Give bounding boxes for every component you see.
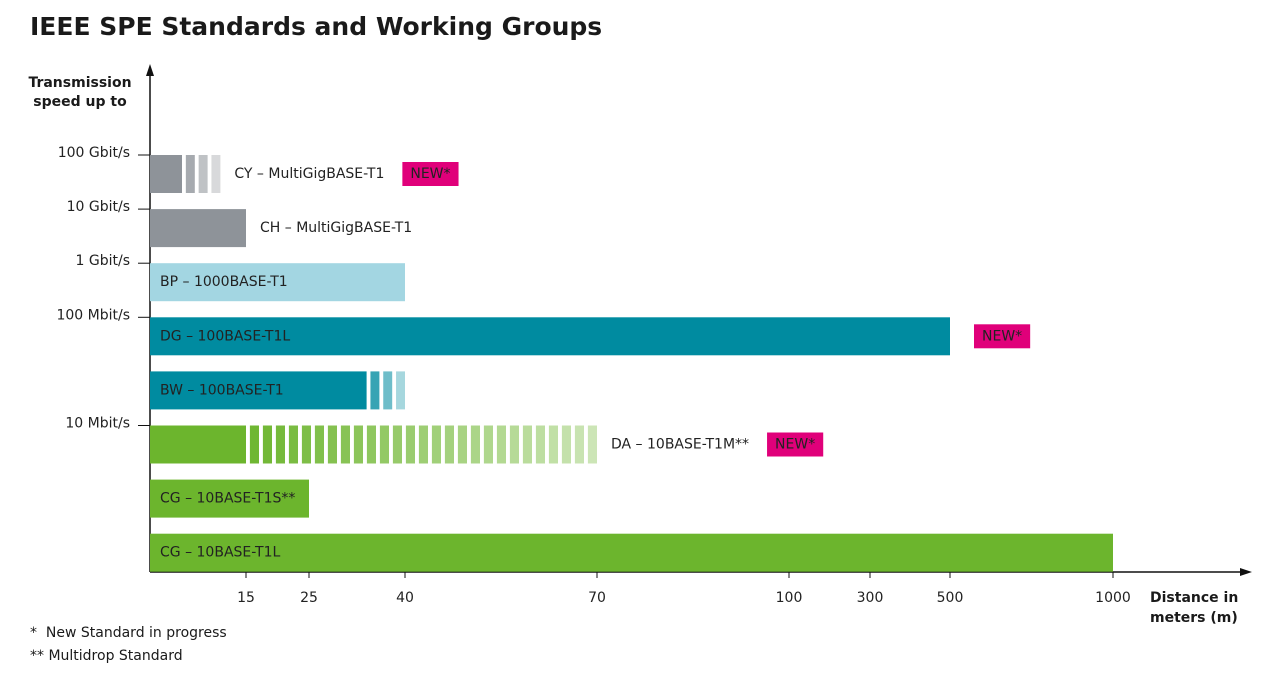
bar <box>150 317 950 356</box>
bar-stripe <box>327 425 337 464</box>
bar-label: BW – 100BASE-T1 <box>160 382 284 398</box>
bar <box>150 533 1113 572</box>
bar-stripe <box>587 425 597 464</box>
bar-stripe <box>353 425 363 464</box>
bar-solid <box>150 371 367 410</box>
y-axis-title: Transmission speed up to <box>28 75 132 110</box>
bar-stripe <box>383 371 393 410</box>
badge-text: NEW* <box>982 328 1022 344</box>
y-arrow <box>146 64 154 76</box>
x-tick-label: 100 <box>776 590 803 606</box>
y-tick-label: 10 Mbit/s <box>65 416 130 432</box>
title: IEEE SPE Standards and Working Groups <box>30 12 603 41</box>
badge-text: NEW* <box>410 166 450 182</box>
bar-planned <box>249 425 597 464</box>
bar-stripe <box>301 425 311 464</box>
bar-solid <box>150 425 246 464</box>
badge <box>402 162 459 186</box>
bar-stripe <box>548 425 558 464</box>
bar-label: BP – 1000BASE-T1 <box>160 274 288 290</box>
footnote: ** Multidrop Standard <box>30 648 183 664</box>
bar-stripe <box>418 425 428 464</box>
badge <box>974 324 1031 349</box>
y-tick-label: 100 Gbit/s <box>58 145 130 161</box>
footnote: * New Standard in progress <box>30 625 227 641</box>
bar-stripe <box>198 155 208 193</box>
bar-planned <box>185 155 221 193</box>
y-tick-label: 1 Gbit/s <box>76 253 130 269</box>
bar-stripe <box>522 425 532 464</box>
x-tick-label: 300 <box>857 590 884 606</box>
x-tick-label: 70 <box>588 590 606 606</box>
bar-label: CH – MultiGigBASE-T1 <box>260 220 412 236</box>
bar-stripe <box>211 155 221 193</box>
bar-planned <box>370 371 405 410</box>
y-tick-label: 10 Gbit/s <box>67 199 130 215</box>
bar-stripe <box>314 425 324 464</box>
x-tick-label: 500 <box>937 590 964 606</box>
x-axis-title: Distance in meters (m) <box>1150 590 1239 626</box>
bar-stripe <box>431 425 441 464</box>
bar-stripe <box>535 425 545 464</box>
badge-text: NEW* <box>775 437 815 453</box>
x-tick-label: 40 <box>396 590 414 606</box>
bar-stripe <box>340 425 350 464</box>
bar-label: DA – 10BASE-T1M** <box>611 437 749 453</box>
bar-stripe <box>444 425 454 464</box>
bar-stripe <box>379 425 389 464</box>
bar-stripe <box>370 371 380 410</box>
bar <box>150 209 246 248</box>
bar-solid <box>150 155 182 193</box>
x-tick-label: 25 <box>300 590 318 606</box>
bar <box>150 479 309 518</box>
x-tick-label: 15 <box>237 590 255 606</box>
bar <box>150 263 405 302</box>
footnotes: * New Standard in progress ** Multidrop … <box>30 622 227 668</box>
bar-stripe <box>496 425 506 464</box>
x-tick-label: 1000 <box>1095 590 1131 606</box>
badge <box>767 432 824 457</box>
bar-stripe <box>470 425 480 464</box>
bar-stripe <box>396 371 405 410</box>
bar-stripe <box>561 425 571 464</box>
bar-stripe <box>288 425 298 464</box>
bar-label: DG – 100BASE-T1L <box>160 328 290 344</box>
bar-label: CY – MultiGigBASE-T1 <box>234 166 384 182</box>
bar-stripe <box>574 425 584 464</box>
x-arrow <box>1240 568 1252 576</box>
bar-stripe <box>249 425 259 464</box>
bar-stripe <box>509 425 519 464</box>
bar-label: CG – 10BASE-T1S** <box>160 491 295 507</box>
bar-stripe <box>457 425 467 464</box>
bar-stripe <box>185 155 195 193</box>
bar-stripe <box>483 425 493 464</box>
y-tick-label: 100 Mbit/s <box>56 307 130 323</box>
bar-stripe <box>392 425 402 464</box>
bar-stripe <box>262 425 272 464</box>
bar-stripe <box>366 425 376 464</box>
bar-label: CG – 10BASE-T1L <box>160 545 280 561</box>
bar-stripe <box>405 425 415 464</box>
bar-stripe <box>275 425 285 464</box>
